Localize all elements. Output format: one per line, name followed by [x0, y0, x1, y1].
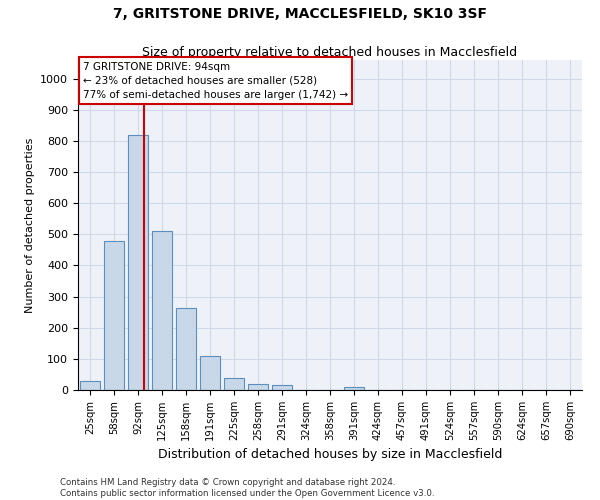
Title: Size of property relative to detached houses in Macclesfield: Size of property relative to detached ho… — [142, 46, 518, 59]
Text: 7, GRITSTONE DRIVE, MACCLESFIELD, SK10 3SF: 7, GRITSTONE DRIVE, MACCLESFIELD, SK10 3… — [113, 8, 487, 22]
Bar — [176, 308, 196, 390]
Text: Contains HM Land Registry data © Crown copyright and database right 2024.
Contai: Contains HM Land Registry data © Crown c… — [60, 478, 434, 498]
Bar — [224, 378, 244, 390]
Text: 7 GRITSTONE DRIVE: 94sqm
← 23% of detached houses are smaller (528)
77% of semi-: 7 GRITSTONE DRIVE: 94sqm ← 23% of detach… — [83, 62, 348, 100]
Bar — [128, 134, 148, 390]
Bar — [152, 231, 172, 390]
Bar — [272, 386, 292, 390]
Bar — [200, 356, 220, 390]
Bar — [248, 384, 268, 390]
Bar — [80, 380, 100, 390]
Bar — [104, 240, 124, 390]
Y-axis label: Number of detached properties: Number of detached properties — [25, 138, 35, 312]
X-axis label: Distribution of detached houses by size in Macclesfield: Distribution of detached houses by size … — [158, 448, 502, 462]
Bar — [344, 387, 364, 390]
